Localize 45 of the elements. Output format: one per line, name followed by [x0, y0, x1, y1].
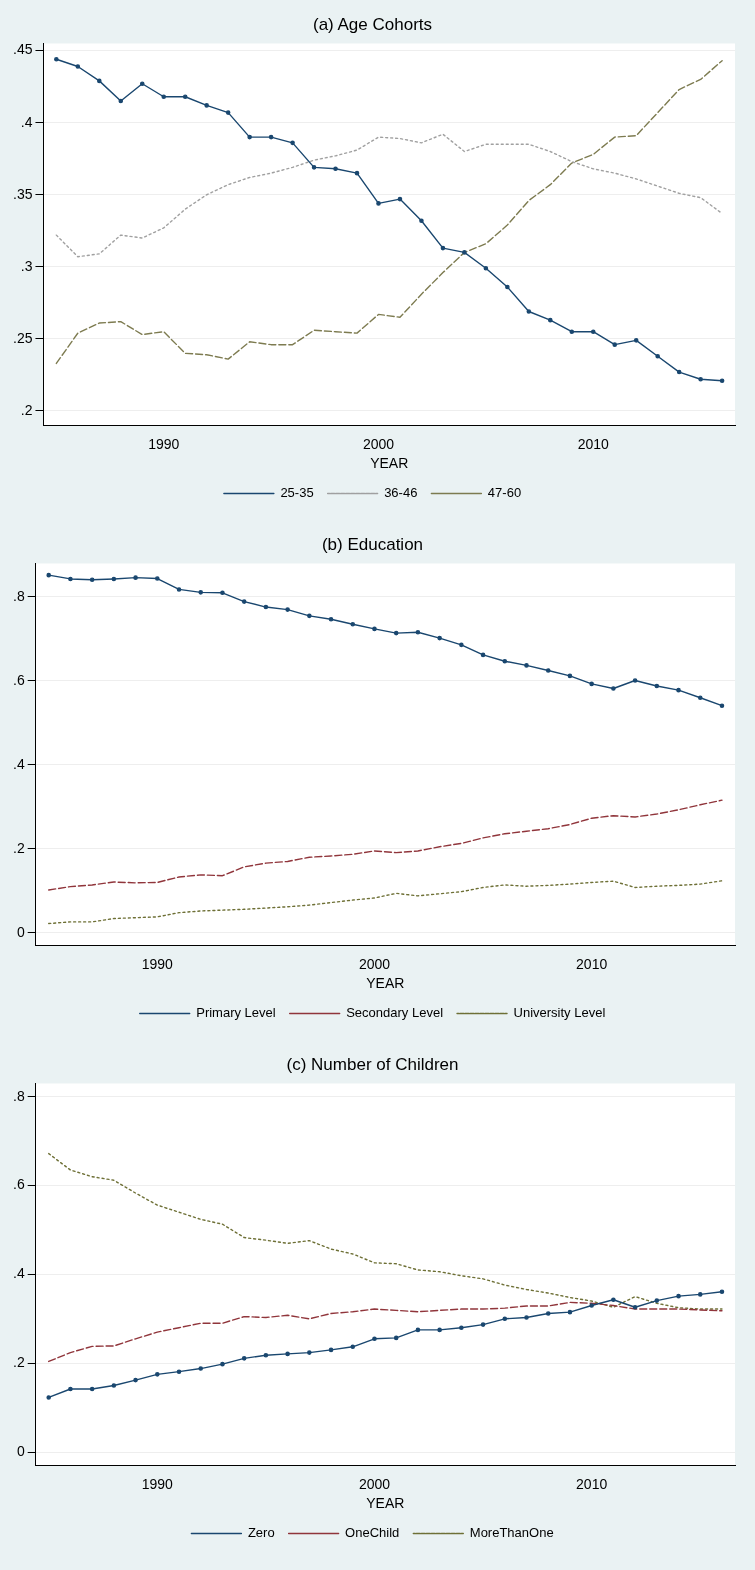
y-tick-label: .35: [12, 185, 33, 202]
y-tick-label: .25: [12, 329, 33, 346]
x-tick-label: 1990: [141, 955, 174, 972]
legend-label: 47-60: [487, 485, 522, 501]
y-tick-label: .2: [12, 839, 25, 856]
y-tick-label: 0: [16, 923, 25, 940]
y-tick-label: .4: [20, 113, 33, 130]
chart-title: (c) Number of Children: [286, 1054, 459, 1074]
y-tick-label: .3: [20, 257, 33, 274]
x-tick-label: 1990: [148, 435, 180, 452]
y-tick-label: .2: [20, 401, 33, 418]
chart-title: (b) Education: [321, 534, 424, 554]
y-tick-label: .6: [12, 1176, 25, 1193]
legend-label: Secondary Level: [346, 1005, 444, 1021]
legend-label: OneChild: [345, 1525, 400, 1541]
y-tick-label: .6: [12, 671, 25, 688]
y-tick-label: .8: [12, 587, 25, 604]
x-tick-label: 2000: [358, 1475, 391, 1492]
x-axis-title: YEAR: [366, 975, 405, 992]
y-tick-label: .4: [12, 1265, 25, 1282]
legend-label: University Level: [513, 1005, 606, 1021]
x-tick-label: 2010: [576, 955, 608, 972]
y-tick-label: 0: [16, 1442, 25, 1459]
line-series: [55, 133, 723, 258]
x-tick-label: 2010: [577, 435, 610, 452]
line-series: [48, 1301, 723, 1363]
x-tick-label: 1990: [141, 1475, 174, 1492]
y-tick-label: .2: [12, 1354, 25, 1371]
x-axis-title: YEAR: [370, 455, 409, 472]
line-series: [48, 1152, 723, 1310]
x-tick-label: 2000: [358, 955, 391, 972]
chart-title: (a) Age Cohorts: [312, 14, 433, 34]
y-tick-label: .8: [12, 1087, 25, 1104]
legend-label: MoreThanOne: [469, 1525, 554, 1541]
y-tick-label: .4: [12, 755, 25, 772]
x-axis-title: YEAR: [366, 1495, 405, 1512]
legend-label: 36-46: [384, 485, 418, 501]
legend-label: Primary Level: [196, 1005, 276, 1021]
legend-label: Zero: [247, 1525, 275, 1541]
legend-label: 25-35: [280, 485, 314, 501]
y-tick-label: .45: [12, 41, 33, 58]
line-series: [48, 880, 723, 925]
x-tick-label: 2000: [362, 435, 395, 452]
x-tick-label: 2010: [576, 1475, 608, 1492]
line-series: [48, 799, 723, 891]
